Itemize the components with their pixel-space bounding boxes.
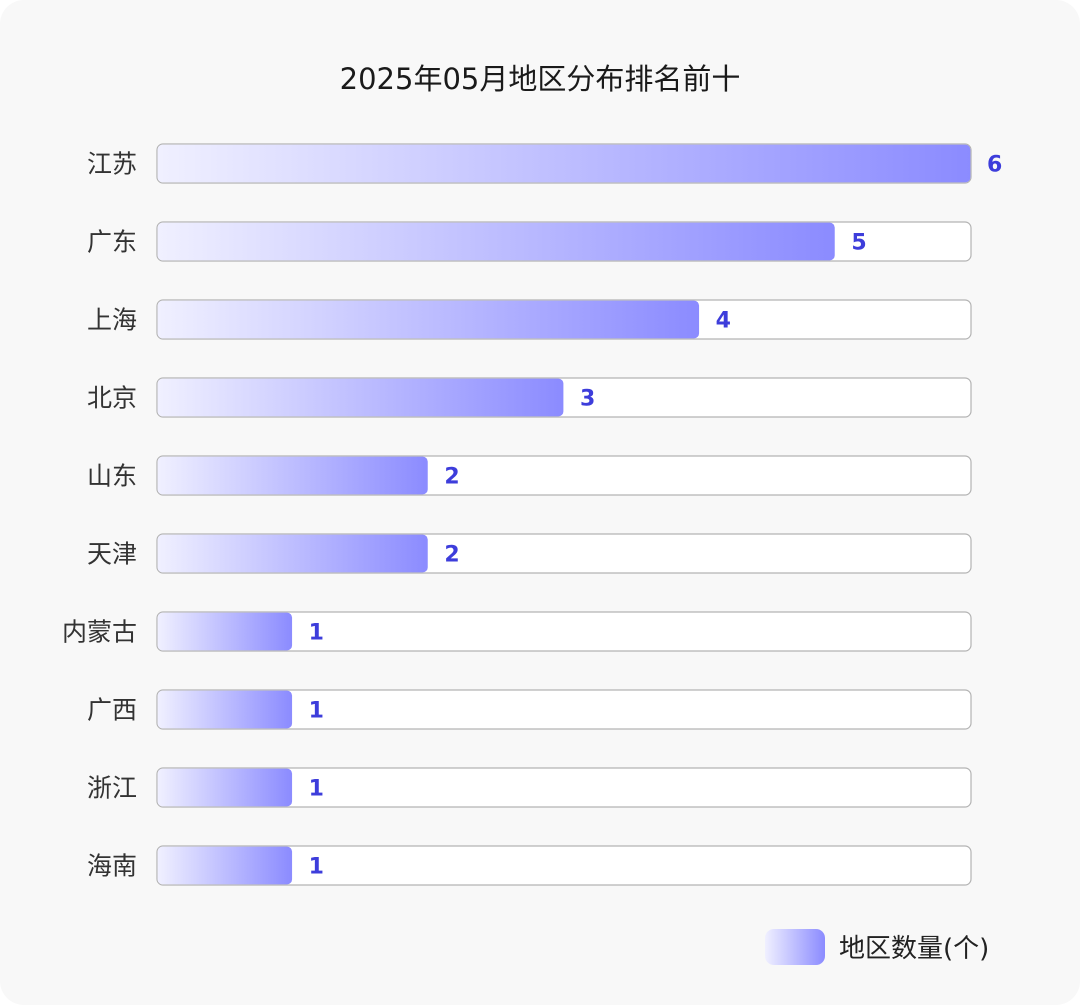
value-label: 1 — [309, 699, 324, 724]
category-label: 广东 — [87, 228, 137, 257]
bar — [157, 144, 971, 183]
value-label: 3 — [580, 387, 595, 412]
value-label: 6 — [987, 153, 1002, 178]
bar — [157, 768, 293, 807]
category-label: 江苏 — [87, 150, 137, 179]
bar-track — [156, 767, 972, 808]
category-label: 浙江 — [87, 774, 137, 803]
category-label: 海南 — [87, 852, 137, 881]
bar-row: 浙江 1 — [87, 767, 972, 808]
bar-row: 天津 2 — [87, 533, 972, 574]
bar-row: 广东 5 — [87, 221, 972, 262]
bar — [157, 300, 700, 339]
legend-swatch — [765, 928, 825, 965]
bar — [157, 846, 293, 885]
category-label: 天津 — [87, 540, 137, 569]
value-label: 2 — [444, 465, 459, 490]
bar — [157, 378, 564, 417]
category-label: 广西 — [87, 696, 137, 725]
legend: 地区数量(个) — [765, 928, 989, 965]
bar-track — [156, 689, 972, 730]
value-label: 1 — [309, 621, 324, 646]
value-label: 4 — [716, 309, 731, 334]
category-label: 北京 — [87, 384, 137, 413]
bar — [157, 612, 293, 651]
bar — [157, 456, 428, 495]
bar — [157, 222, 835, 261]
value-label: 1 — [309, 777, 324, 802]
bar-row: 上海 4 — [87, 299, 972, 340]
category-label: 上海 — [87, 306, 137, 335]
bar-track — [156, 611, 972, 652]
legend-label: 地区数量(个) — [839, 934, 990, 964]
value-label: 5 — [851, 231, 866, 256]
bar-track — [156, 845, 972, 886]
bar-row: 内蒙古 1 — [62, 611, 972, 652]
bar-row: 海南 1 — [87, 845, 972, 886]
bar-row: 江苏 6 — [87, 143, 1002, 184]
category-label: 内蒙古 — [62, 618, 137, 647]
value-label: 1 — [309, 855, 324, 880]
bar-row: 广西 1 — [87, 689, 972, 730]
value-label: 2 — [444, 543, 459, 568]
chart-title: 2025年05月地区分布排名前十 — [339, 62, 741, 96]
bar-row: 山东 2 — [87, 455, 972, 496]
bar — [157, 690, 293, 729]
category-label: 山东 — [87, 462, 137, 491]
bar — [157, 534, 428, 573]
bar-row: 北京 3 — [87, 377, 972, 418]
